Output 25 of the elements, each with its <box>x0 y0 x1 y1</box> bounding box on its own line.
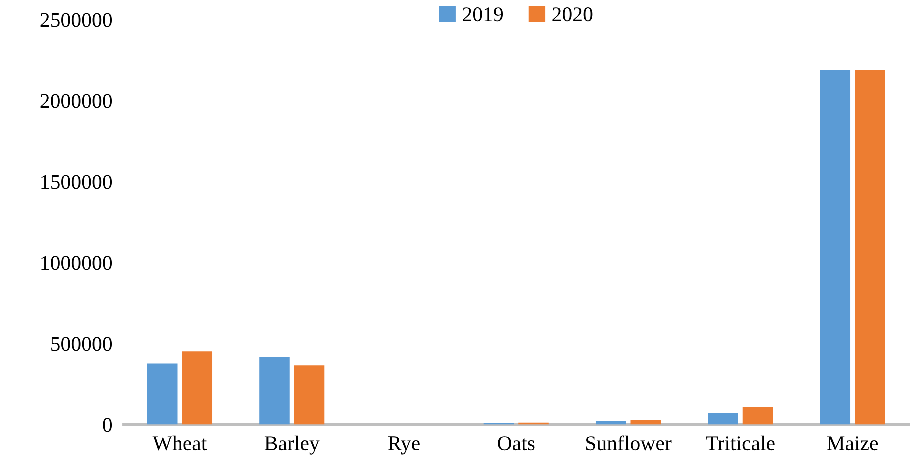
bar <box>630 420 662 425</box>
bar <box>742 407 774 425</box>
x-tick-label: Sunflower <box>586 436 672 451</box>
bar <box>182 352 213 425</box>
bar <box>820 70 851 425</box>
y-tick-label: 500000 <box>52 337 112 352</box>
x-tick-label: Maize <box>827 436 878 451</box>
y-tick-label: 1500000 <box>42 175 112 190</box>
bar <box>294 366 325 425</box>
y-tick-label: 1000000 <box>42 256 112 270</box>
x-tick-label: Triticale <box>706 436 775 451</box>
y-tick-label: 2000000 <box>40 94 112 108</box>
x-tick-label: Barley <box>264 436 320 455</box>
y-tick-label: 2500000 <box>40 13 112 28</box>
bar <box>596 422 626 425</box>
bar <box>708 413 738 425</box>
x-tick-label: Oats <box>498 436 535 451</box>
bar <box>855 70 886 425</box>
bar <box>147 364 178 425</box>
x-tick-label: Rye <box>388 436 420 455</box>
x-tick-label: Wheat <box>152 436 208 451</box>
y-tick-label: 0 <box>103 418 112 432</box>
legend-label: 2019 <box>463 8 504 22</box>
legend-label: 2020 <box>552 8 593 22</box>
bar <box>260 357 290 425</box>
